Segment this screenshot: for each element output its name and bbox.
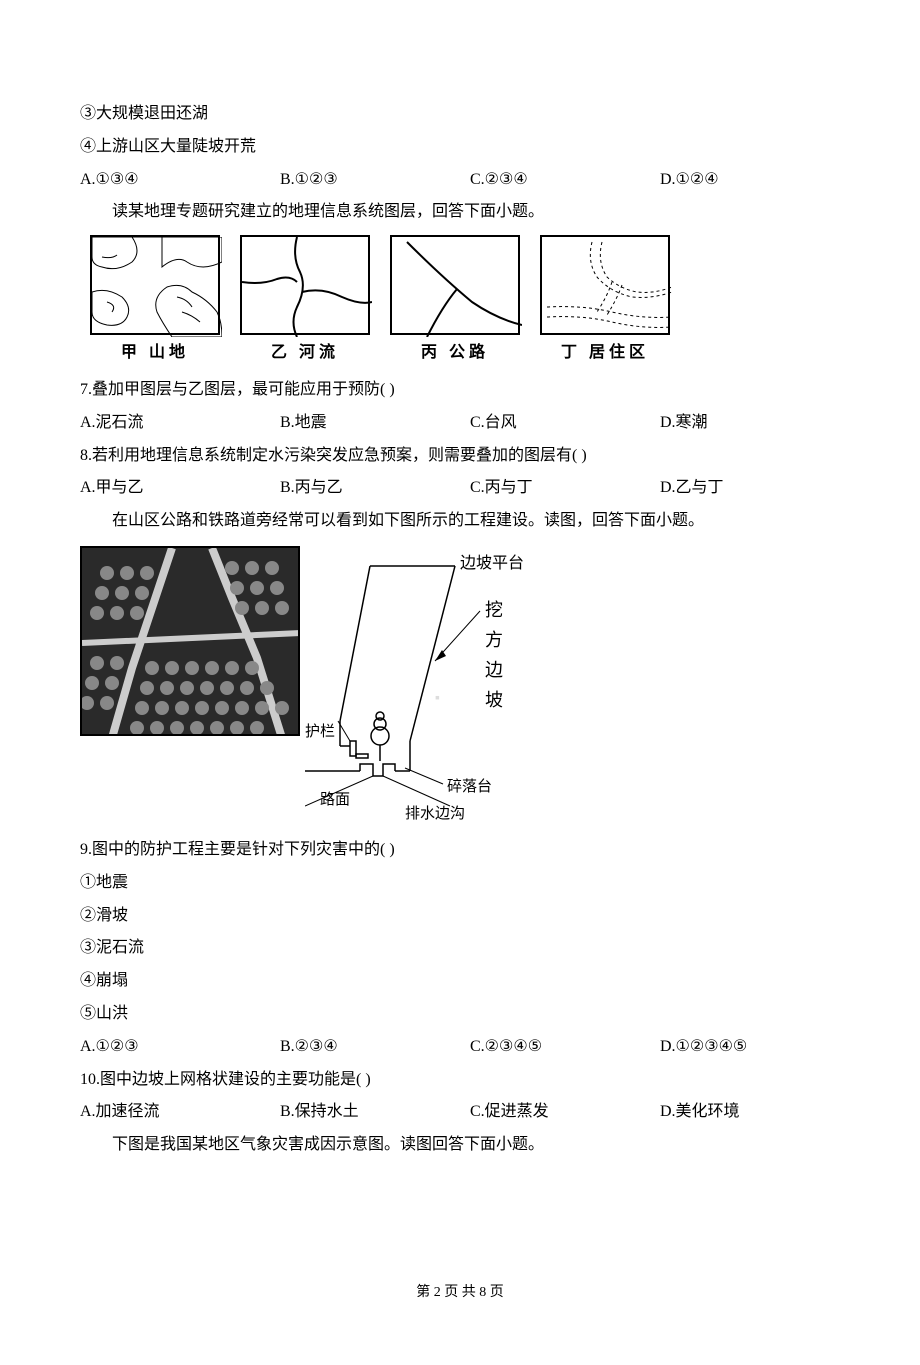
q7-opt-a: A.泥石流 xyxy=(80,409,280,438)
q9-i1: ①地震 xyxy=(80,869,840,898)
figure-yi-img xyxy=(240,235,370,335)
q9-i5: ⑤山洪 xyxy=(80,1000,840,1029)
q8-opt-a: A.甲与乙 xyxy=(80,474,280,503)
q10-opt-d: D.美化环境 xyxy=(660,1098,840,1127)
figure-yi: 乙 河流 xyxy=(240,235,370,368)
q6-opt-a: A.①③④ xyxy=(80,166,280,195)
q8-opt-d: D.乙与丁 xyxy=(660,474,840,503)
figure-ding: 丁 居住区 xyxy=(540,235,670,368)
lbl-wa: 挖 xyxy=(485,600,503,620)
lbl-bian: 边 xyxy=(485,660,503,680)
lbl-paishui: 排水边沟 xyxy=(405,805,465,822)
q9-opt-d: D.①②③④⑤ xyxy=(660,1033,840,1062)
figure-bing: 丙 公路 xyxy=(390,235,520,368)
q7-opt-d: D.寒潮 xyxy=(660,409,840,438)
q10-opt-a: A.加速径流 xyxy=(80,1098,280,1127)
q6-opt-c: C.②③④ xyxy=(470,166,660,195)
figure-bing-img xyxy=(390,235,520,335)
figure-jia: 甲 山地 xyxy=(90,235,220,368)
q8-opt-b: B.丙与乙 xyxy=(280,474,470,503)
q9-i4: ④崩塌 xyxy=(80,967,840,996)
q7-opt-c: C.台风 xyxy=(470,409,660,438)
q9-opt-a: A.①②③ xyxy=(80,1033,280,1062)
lbl-po: 坡 xyxy=(485,690,503,710)
lbl-suiluo: 碎落台 xyxy=(447,778,492,795)
q9: 9.图中的防护工程主要是针对下列灾害中的( ) xyxy=(80,836,840,865)
q10-opt-c: C.促进蒸发 xyxy=(470,1098,660,1127)
q10: 10.图中边坡上网格状建设的主要功能是( ) xyxy=(80,1066,840,1095)
q10-options: A.加速径流 B.保持水土 C.促进蒸发 D.美化环境 xyxy=(80,1098,840,1127)
figure-bing-label: 丙 公路 xyxy=(421,339,489,368)
lbl-fang: 方 xyxy=(485,630,503,650)
q9-opt-b: B.②③④ xyxy=(280,1033,470,1062)
q8-opt-c: C.丙与丁 xyxy=(470,474,660,503)
q9-options: A.①②③ B.②③④ C.②③④⑤ D.①②③④⑤ xyxy=(80,1033,840,1062)
intro-3: 下图是我国某地区气象灾害成因示意图。读图回答下面小题。 xyxy=(80,1131,840,1160)
figure-jia-img xyxy=(90,235,220,335)
lbl-lumian: 路面 xyxy=(320,791,350,808)
intro-1: 读某地理专题研究建立的地理信息系统图层，回答下面小题。 xyxy=(80,198,840,227)
page-footer: 第 2 页 共 8 页 xyxy=(80,1280,840,1305)
intro-2: 在山区公路和铁路道旁经常可以看到如下图所示的工程建设。读图，回答下面小题。 xyxy=(80,507,840,536)
list-item-3: ③大规模退田还湖 xyxy=(80,100,840,129)
figure-jia-label: 甲 山地 xyxy=(121,339,189,368)
q8: 8.若利用地理信息系统制定水污染突发应急预案，则需要叠加的图层有( ) xyxy=(80,442,840,471)
figure-ding-label: 丁 居住区 xyxy=(561,339,649,368)
list-item-4: ④上游山区大量陡坡开荒 xyxy=(80,133,840,162)
q9-i2: ②滑坡 xyxy=(80,902,840,931)
figure-row-gis: 甲 山地 乙 河流 丙 公路 xyxy=(80,235,840,368)
figure-yi-label: 乙 河流 xyxy=(271,339,339,368)
q7-opt-b: B.地震 xyxy=(280,409,470,438)
q6-options: A.①③④ B.①②③ C.②③④ D.①②④ xyxy=(80,166,840,195)
q7: 7.叠加甲图层与乙图层，最可能应用于预防( ) xyxy=(80,376,840,405)
q9-i3: ③泥石流 xyxy=(80,934,840,963)
lbl-hulan: 护栏 xyxy=(305,723,335,740)
q7-options: A.泥石流 B.地震 C.台风 D.寒潮 xyxy=(80,409,840,438)
q10-opt-b: B.保持水土 xyxy=(280,1098,470,1127)
watermark-icon: ▪ xyxy=(435,686,440,711)
figure-ding-img xyxy=(540,235,670,335)
q9-opt-c: C.②③④⑤ xyxy=(470,1033,660,1062)
q6-opt-b: B.①②③ xyxy=(280,166,470,195)
q8-options: A.甲与乙 B.丙与乙 C.丙与丁 D.乙与丁 xyxy=(80,474,840,503)
lbl-platform: 边坡平台 xyxy=(460,554,524,572)
slope-figure: 边坡平台 挖 方 边 坡 护栏 碎落台 路面 排水边沟 ▪ xyxy=(80,546,840,826)
slope-photo xyxy=(80,546,300,736)
q6-opt-d: D.①②④ xyxy=(660,166,840,195)
slope-diagram: 边坡平台 挖 方 边 坡 护栏 碎落台 路面 排水边沟 ▪ xyxy=(305,546,535,826)
